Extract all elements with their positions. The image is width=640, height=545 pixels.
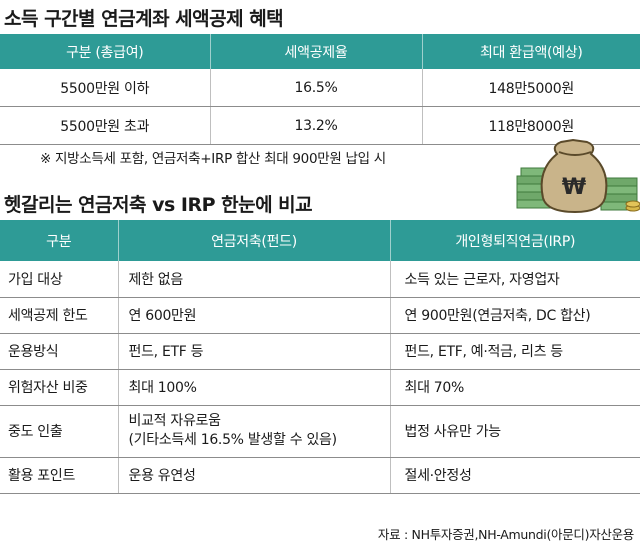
table-row: 가입 대상 제한 없음 소득 있는 근로자, 자영업자 <box>0 261 640 298</box>
cell-irp: 절세·안정성 <box>390 457 640 494</box>
cell-refund: 148만5000원 <box>422 69 640 107</box>
cell-income: 5500만원 이하 <box>0 69 211 107</box>
cell-pension-savings: 비교적 자유로움 (기타소득세 16.5% 발생할 수 있음) <box>118 405 391 458</box>
table-row: 활용 포인트 운용 유연성 절세·안정성 <box>0 457 640 494</box>
table-row: 운용방식 펀드, ETF 등 펀드, ETF, 예·적금, 리츠 등 <box>0 333 640 370</box>
cell-line: 비교적 자유로움 <box>128 413 222 429</box>
header-refund: 최대 환급액(예상) <box>422 34 640 69</box>
header-pension-savings: 연금저축(펀드) <box>118 220 391 261</box>
cell-irp: 소득 있는 근로자, 자영업자 <box>390 261 640 298</box>
section-title: 헷갈리는 연금저축 vs IRP 한눈에 비교 <box>4 194 313 216</box>
cell-refund: 118만8000원 <box>422 106 640 145</box>
cell-irp: 펀드, ETF, 예·적금, 리츠 등 <box>390 333 640 370</box>
cell-irp: 최대 70% <box>390 369 640 406</box>
row-label: 세액공제 한도 <box>0 297 119 334</box>
source-credit: 자료 : NH투자증권,NH-Amundi(아문디)자산운용 <box>377 527 634 542</box>
cell-rate: 13.2% <box>210 106 423 145</box>
table-row: 위험자산 비중 최대 100% 최대 70% <box>0 369 640 406</box>
money-bag-illustration: ₩ <box>516 138 640 214</box>
cell-pension-savings: 운용 유연성 <box>118 457 391 494</box>
header-category: 구분 <box>0 220 119 261</box>
comparison-table: 구분 연금저축(펀드) 개인형퇴직연금(IRP) 가입 대상 제한 없음 소득 … <box>0 220 640 494</box>
row-label: 위험자산 비중 <box>0 369 119 406</box>
table-row: 중도 인출 비교적 자유로움 (기타소득세 16.5% 발생할 수 있음) 법정… <box>0 405 640 458</box>
header-category: 구분 (총급여) <box>0 34 211 69</box>
table-header-row: 구분 (총급여) 세액공제율 최대 환급액(예상) <box>0 34 640 69</box>
cell-income: 5500만원 초과 <box>0 106 211 145</box>
row-label: 활용 포인트 <box>0 457 119 494</box>
row-label: 중도 인출 <box>0 405 119 458</box>
header-irp: 개인형퇴직연금(IRP) <box>390 220 640 261</box>
tax-benefit-table: 구분 (총급여) 세액공제율 최대 환급액(예상) 5500만원 이하 16.5… <box>0 34 640 145</box>
row-label: 운용방식 <box>0 333 119 370</box>
cell-rate: 16.5% <box>210 69 423 107</box>
cell-pension-savings: 연 600만원 <box>118 297 391 334</box>
cell-pension-savings: 펀드, ETF 등 <box>118 333 391 370</box>
table-row: 5500만원 이하 16.5% 148만5000원 <box>0 69 640 107</box>
footnote: ※ 지방소득세 포함, 연금저축+IRP 합산 최대 900만원 납입 시 <box>40 151 386 167</box>
cell-irp: 연 900만원(연금저축, DC 합산) <box>390 297 640 334</box>
cell-pension-savings: 최대 100% <box>118 369 391 406</box>
row-label: 가입 대상 <box>0 261 119 298</box>
header-rate: 세액공제율 <box>210 34 423 69</box>
table-row: 5500만원 초과 13.2% 118만8000원 <box>0 106 640 145</box>
table-row: 세액공제 한도 연 600만원 연 900만원(연금저축, DC 합산) <box>0 297 640 334</box>
table-header-row: 구분 연금저축(펀드) 개인형퇴직연금(IRP) <box>0 220 640 261</box>
cell-line: (기타소득세 16.5% 발생할 수 있음) <box>128 432 338 448</box>
cell-irp: 법정 사유만 가능 <box>390 405 640 458</box>
won-symbol: ₩ <box>562 175 586 200</box>
cell-pension-savings: 제한 없음 <box>118 261 391 298</box>
page-title: 소득 구간별 연금계좌 세액공제 혜택 <box>4 8 284 30</box>
